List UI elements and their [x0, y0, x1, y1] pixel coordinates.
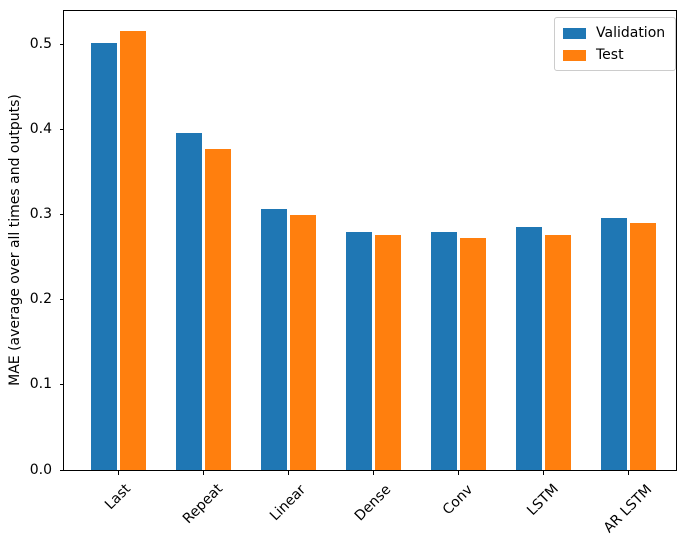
- legend-entry-validation: Validation: [563, 25, 665, 41]
- bar-validation-linear: [260, 209, 287, 470]
- y-tick-mark: [60, 43, 64, 45]
- bar-test-dense: [374, 234, 401, 470]
- bar-validation-dense: [345, 231, 372, 470]
- y-tick-mark: [60, 384, 64, 386]
- bar-test-ar-lstm: [629, 223, 656, 470]
- bar-test-repeat: [204, 148, 231, 470]
- bar-test-lstm: [544, 234, 571, 470]
- y-tick-label-0.4: 0.4: [29, 120, 52, 137]
- legend-label-validation: Validation: [596, 25, 666, 41]
- bar-validation-ar-lstm: [600, 217, 627, 470]
- test-swatch: [563, 49, 586, 61]
- bar-test-linear: [289, 215, 316, 470]
- x-tick-mark: [627, 470, 629, 475]
- x-tick-mark: [202, 470, 204, 475]
- x-tick-mark: [542, 470, 544, 475]
- x-tick-label-dense: Dense: [351, 481, 395, 524]
- bar-validation-last: [90, 43, 117, 470]
- y-tick-label-0.1: 0.1: [29, 376, 52, 393]
- x-tick-label-ar-lstm: AR LSTM: [600, 481, 656, 536]
- y-tick-mark: [60, 214, 64, 216]
- bar-test-last: [119, 31, 146, 470]
- bar-test-conv: [459, 237, 486, 470]
- x-tick-label-lstm: LSTM: [524, 481, 562, 519]
- y-tick-mark: [60, 299, 64, 301]
- x-tick-mark: [117, 470, 119, 475]
- x-tick-label-linear: Linear: [266, 481, 310, 524]
- bar-validation-repeat: [175, 132, 202, 470]
- validation-swatch: [563, 27, 586, 39]
- legend: Validation Test: [554, 17, 677, 71]
- bar-validation-conv: [430, 232, 457, 470]
- y-tick-mark: [60, 469, 64, 471]
- y-axis-label: MAE (average over all times and outputs): [7, 94, 23, 386]
- y-tick-label-0.0: 0.0: [29, 461, 52, 478]
- legend-entry-test: Test: [563, 47, 665, 63]
- x-tick-mark: [372, 470, 374, 475]
- y-tick-label-0.2: 0.2: [29, 291, 52, 308]
- y-tick-mark: [60, 128, 64, 130]
- bar-validation-lstm: [515, 227, 542, 470]
- x-tick-mark: [287, 470, 289, 475]
- x-tick-label-conv: Conv: [439, 481, 477, 518]
- y-tick-label-0.3: 0.3: [29, 206, 52, 223]
- x-tick-label-repeat: Repeat: [179, 481, 227, 528]
- x-tick-mark: [457, 470, 459, 475]
- y-tick-label-0.5: 0.5: [29, 35, 52, 52]
- legend-label-test: Test: [596, 47, 624, 63]
- x-tick-label-last: Last: [102, 481, 134, 514]
